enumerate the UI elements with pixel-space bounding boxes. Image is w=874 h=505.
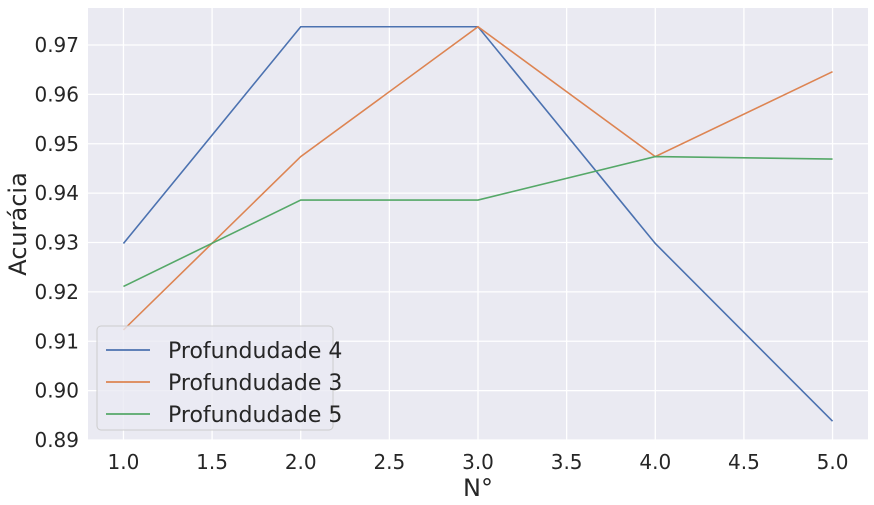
legend: Profundudade 4 Profundudade 3 Profundudade… <box>96 325 342 431</box>
y-tick-label: 0.95 <box>34 132 79 156</box>
x-tick-label: 4.5 <box>728 450 760 474</box>
y-tick-label: 0.90 <box>34 379 79 403</box>
series-line-3 <box>123 155 833 288</box>
y-tick-label: 0.94 <box>34 181 79 205</box>
y-tick-label: 0.96 <box>34 82 79 106</box>
legend-label-1: Profundudade 4 <box>168 339 342 364</box>
grid <box>88 8 868 441</box>
y-tick-label: 0.93 <box>34 231 79 255</box>
x-tick-label: 3.5 <box>551 450 583 474</box>
y-tick-label: 0.92 <box>34 280 79 304</box>
y-axis-label: Acurácia <box>4 172 32 276</box>
x-tick-label: 2.5 <box>373 450 405 474</box>
y-tick-label: 0.91 <box>34 329 79 353</box>
legend-label-3: Profundudade 5 <box>168 403 342 428</box>
x-tick-label: 1.5 <box>196 450 228 474</box>
x-tick-label: 2.0 <box>285 450 317 474</box>
series-line-2 <box>122 25 833 331</box>
y-tick-labels: 0.89 0.90 0.91 0.92 0.93 0.94 0.95 0.96 0.97 <box>34 33 79 452</box>
x-tick-labels: 1.0 1.5 2.0 2.5 3.0 3.5 4.0 4.5 5.0 <box>108 450 849 474</box>
x-tick-label: 3.0 <box>462 450 494 474</box>
legend-box <box>96 325 334 431</box>
x-tick-label: 1.0 <box>108 450 140 474</box>
series-lines <box>122 25 834 422</box>
x-tick-label: 5.0 <box>817 450 849 474</box>
x-tick-label: 4.0 <box>639 450 671 474</box>
legend-label-2: Profundudade 3 <box>168 371 342 396</box>
y-tick-label: 0.97 <box>34 33 79 57</box>
y-tick-label: 0.89 <box>34 428 79 452</box>
x-axis-label: N° <box>463 474 493 502</box>
